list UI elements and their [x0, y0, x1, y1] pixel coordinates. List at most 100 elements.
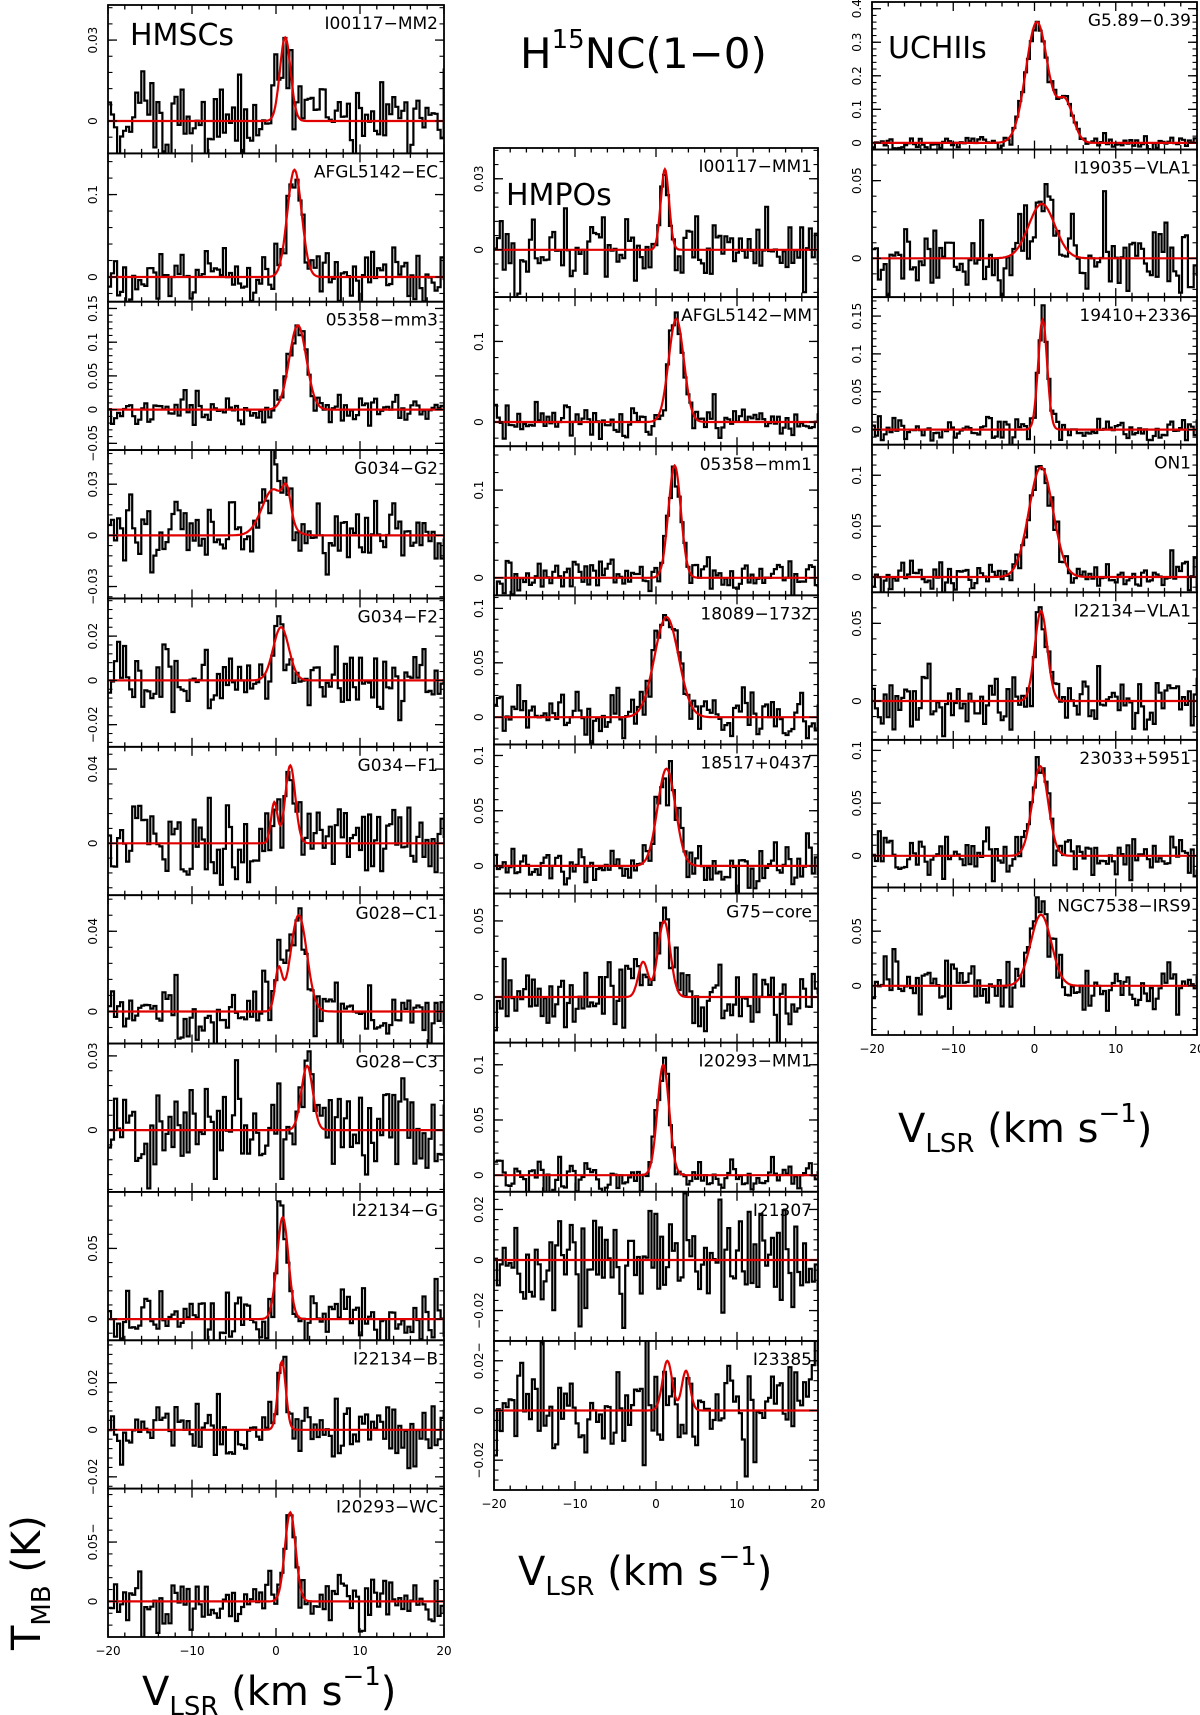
spectrum-panel: 0 0.03 I00117−MM1 — [472, 147, 819, 299]
spectrum-panel: 0 0.03 G028−C3 — [86, 1043, 445, 1193]
x-label-unit-pre: (km s — [974, 1106, 1098, 1152]
spectrum-panel: 0 0.1 AFGL5142−MM — [472, 296, 819, 448]
y-tick-label: 0.2 — [850, 66, 864, 85]
x-tick-label: −10 — [179, 1644, 204, 1658]
x-tick-label: 10 — [1108, 1042, 1123, 1056]
spectrum-panel: 0 0.05 0.1 23033+5951 — [850, 738, 1198, 889]
y-tick-label: 0 — [86, 1008, 100, 1016]
spectrum-panel: −0.02 0 0.02 G034−F2 — [86, 597, 445, 748]
panel-title: AFGL5142−MM — [681, 306, 812, 326]
spectrum-line — [108, 615, 444, 722]
panel-title: NGC7538−IRS9 — [1057, 896, 1191, 916]
figure-title-sup: 15 — [552, 25, 585, 55]
spectrum-panel: −0.02 0 0.02 I21307 — [472, 1190, 819, 1342]
fit-line — [108, 763, 444, 845]
spectrum-line — [494, 1340, 818, 1478]
panel-title: G75−core — [726, 903, 812, 923]
y-tick-label: 0.03 — [86, 27, 100, 54]
x-label-sub: LSR — [169, 1692, 218, 1715]
y-tick-label: 0.03 — [472, 165, 486, 192]
spectrum-panel: 0 0.05 G75−core — [472, 892, 819, 1044]
panel-title: I19035−VLA1 — [1074, 159, 1191, 179]
y-tick-label: 0 — [850, 697, 864, 705]
spectrum-line — [108, 1200, 444, 1341]
x-label-unit-pre: (km s — [594, 1549, 718, 1595]
panel-title: I20293−MM1 — [699, 1052, 813, 1072]
y-tick-label: 0.4 — [850, 0, 864, 18]
panel-title: 23033+5951 — [1079, 749, 1191, 769]
y-tick-label: 0 — [850, 254, 864, 262]
y-tick-label: −0.02 — [86, 706, 100, 743]
spectrum-panel: 0 0.05− I20293−WC −20 −10 0 10 20 — [86, 1487, 452, 1658]
y-tick-label: 0 — [86, 273, 100, 281]
y-axis-label: TMB (K) — [4, 1515, 57, 1651]
y-tick-label: 0.3 — [850, 33, 864, 52]
spectrum-panel: 0 0.05 I22134−G — [86, 1191, 445, 1342]
y-tick-label: 0 — [850, 139, 864, 147]
y-tick-label: 0.05 — [472, 1107, 486, 1134]
y-label-main: T — [4, 1625, 50, 1651]
y-tick-label: 0 — [472, 993, 486, 1001]
panel-title: G034−F2 — [358, 607, 438, 627]
fit-line — [872, 764, 1197, 857]
spectrum-panel: −0.02 0 0.02− I23385 −20 −10 0 10 20 — [472, 1339, 826, 1511]
y-tick-label: 0 — [472, 574, 486, 582]
panel-title: I21307 — [753, 1201, 812, 1221]
y-tick-label: 0.05 — [850, 918, 864, 945]
y-tick-label: 0.05 — [86, 1235, 100, 1262]
panel-title: ON1 — [1154, 454, 1191, 474]
spectrum-panel: 0 0.05 0.1 ON1 — [850, 443, 1198, 594]
x-label-unit-post: ) — [381, 1669, 397, 1715]
fit-line — [872, 913, 1197, 987]
x-label-main: V — [898, 1106, 926, 1152]
spectrum-line — [494, 760, 818, 894]
fit-line — [108, 324, 444, 411]
x-label-sub: LSR — [925, 1129, 974, 1159]
y-tick-label: 0.15 — [86, 295, 100, 322]
panel-title: 05358−mm1 — [700, 455, 812, 475]
y-tick-label: 0.02 — [86, 623, 100, 650]
spectrum-line — [494, 1192, 818, 1329]
y-tick-label: 0 — [472, 246, 486, 254]
panel-title: G028−C1 — [355, 904, 438, 924]
spectrum-line — [494, 614, 818, 745]
y-tick-label: 0 — [472, 418, 486, 426]
fit-line — [872, 202, 1197, 260]
y-tick-label: 0.05 — [472, 649, 486, 676]
x-label-unit-post: ) — [1137, 1106, 1153, 1152]
fit-line — [108, 1359, 444, 1431]
y-tick-label: 0 — [86, 1598, 100, 1606]
fit-line — [872, 317, 1197, 431]
y-tick-label: −0.02 — [86, 1459, 100, 1496]
y-tick-label: 0 — [86, 117, 100, 125]
y-tick-label: 0 — [86, 1315, 100, 1323]
panel-title: 05358−mm3 — [326, 311, 438, 331]
spectrum-line — [872, 756, 1197, 883]
fit-line — [494, 1063, 818, 1177]
y-tick-label: 0.04 — [86, 918, 100, 945]
spectrum-line — [872, 183, 1197, 298]
x-tick-label: 0 — [272, 1644, 280, 1658]
spectrum-panel: −0.03 0 0.03 G034−G2 — [86, 449, 445, 605]
x-label-sup: −1 — [1098, 1099, 1136, 1129]
x-tick-label: 0 — [652, 1497, 660, 1511]
figure-title: H15NC(1−0) — [520, 25, 767, 78]
fit-line — [108, 168, 444, 279]
y-tick-label: 0.02− — [472, 1342, 486, 1379]
spectrum-line — [108, 36, 444, 154]
y-tick-label: 0.1 — [472, 481, 486, 500]
y-tick-label: −0.02 — [472, 1292, 486, 1329]
spectrum-line — [495, 465, 818, 596]
x-tick-label: −10 — [941, 1042, 966, 1056]
y-tick-label: 0.05 — [850, 167, 864, 194]
fit-line — [108, 1215, 444, 1321]
spectrum-panel: 0 0.05 NGC7538−IRS9 −20 −10 0 10 20 — [850, 886, 1200, 1056]
spectrum-panel: 0 0.05 I22134−VLA1 — [850, 591, 1198, 741]
y-tick-label: 0 — [86, 1426, 100, 1434]
y-tick-label: −0.03 — [86, 568, 100, 605]
y-tick-label: 0.1 — [850, 741, 864, 760]
y-tick-label: 0 — [850, 573, 864, 581]
spectrum-panel: 0 0.1 05358−mm1 — [472, 445, 819, 597]
x-tick-label: −20 — [481, 1497, 506, 1511]
x-tick-label: 10 — [352, 1644, 367, 1658]
